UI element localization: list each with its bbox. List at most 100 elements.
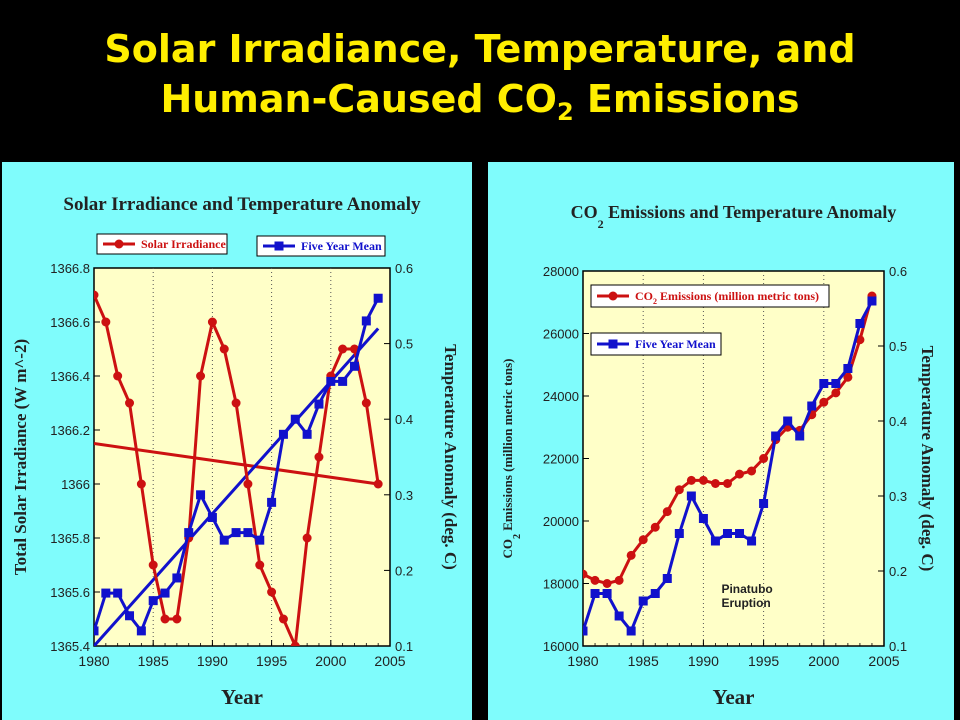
legend-marker-square: [274, 241, 284, 251]
y-right-tick-label: 0.6: [395, 261, 413, 276]
data-point-blue: [338, 376, 348, 386]
data-point-blue: [855, 319, 865, 328]
data-point-blue: [113, 588, 123, 598]
legend-marker-circle: [114, 239, 124, 249]
y-left-tick-label: 1366.2: [50, 423, 90, 438]
chart-title: Solar Irradiance and Temperature Anomaly: [63, 194, 421, 215]
slide-title-co2-subscript: 2: [556, 97, 574, 126]
data-point-blue: [843, 364, 853, 373]
data-point-blue: [231, 528, 241, 538]
data-point-blue: [94, 626, 99, 636]
x-tick-label-1995: 1995: [748, 653, 779, 669]
y-right-tick-label: 0.5: [889, 339, 907, 354]
y-left-axis-label-rest: Emissions (million metric tons): [500, 359, 515, 535]
legend-marker-circle: [608, 291, 618, 301]
data-point-blue: [243, 528, 253, 538]
legend-label: Solar Irradiance: [141, 237, 226, 251]
chart-title: CO2 Emissions and Temperature Anomaly: [571, 202, 897, 231]
data-point-blue: [184, 528, 194, 538]
data-point-red: [113, 371, 123, 381]
data-point-red: [710, 479, 720, 488]
slide-title-line-2: Human-Caused CO2 Emissions: [160, 74, 799, 137]
data-point-blue: [722, 529, 732, 538]
data-point-red: [338, 344, 348, 354]
y-right-tick-label: 0.6: [889, 264, 907, 279]
x-axis-label: Year: [221, 685, 263, 709]
data-point-blue: [314, 399, 324, 409]
legend-label: Five Year Mean: [301, 239, 382, 253]
data-point-red: [148, 560, 158, 570]
y-left-tick-label: 1366: [61, 477, 90, 492]
data-point-blue: [747, 536, 757, 546]
data-point-blue: [614, 611, 624, 621]
data-point-blue: [196, 490, 206, 500]
data-point-red: [626, 550, 636, 560]
y-left-tick-label: 1365.8: [50, 531, 90, 546]
data-point-red: [747, 466, 757, 476]
data-point-red: [94, 290, 99, 300]
data-point-blue: [361, 316, 371, 326]
chart-title-rest: Emissions and Temperature Anomaly: [604, 202, 897, 222]
data-point-blue: [349, 361, 359, 371]
data-point-blue: [759, 499, 769, 508]
y-left-tick-label: 24000: [543, 389, 579, 404]
chart-title-co2-subscript: 2: [598, 217, 604, 231]
y-right-tick-label: 0.2: [889, 564, 907, 579]
data-point-red: [302, 533, 312, 543]
y-left-axis-label-co2: CO: [500, 539, 515, 559]
x-tick-label-1985: 1985: [628, 653, 659, 669]
y-left-tick-label: 26000: [543, 327, 579, 342]
data-point-blue: [602, 589, 612, 598]
data-point-blue: [302, 429, 312, 439]
y-left-tick-label: 16000: [543, 639, 579, 654]
data-point-blue: [267, 497, 277, 507]
data-point-blue: [819, 379, 829, 388]
data-point-blue: [795, 431, 805, 441]
data-point-blue: [290, 414, 300, 424]
data-point-red: [125, 398, 135, 408]
y-left-tick-label: 22000: [543, 452, 579, 467]
legend-box: [256, 235, 386, 257]
data-point-red: [602, 579, 612, 588]
solar-irradiance-chart: Solar Irradiance and Temperature Anomaly…: [11, 194, 460, 709]
y-right-tick-label: 0.4: [395, 412, 413, 427]
data-point-red: [735, 469, 745, 479]
y-left-tick-label: 18000: [543, 577, 579, 592]
data-point-blue: [831, 379, 841, 388]
data-point-red: [638, 535, 648, 545]
y-right-tick-label: 0.5: [395, 337, 413, 352]
y-left-tick-label: 20000: [543, 514, 579, 529]
data-point-blue: [373, 293, 383, 303]
data-point-red: [290, 641, 300, 646]
x-tick-label-2000: 2000: [808, 653, 839, 669]
data-point-blue: [125, 611, 135, 621]
data-point-red: [219, 344, 229, 354]
legend-label: Five Year Mean: [635, 337, 716, 351]
data-point-blue: [101, 588, 111, 598]
data-point-blue: [278, 429, 288, 439]
y-right-tick-label: 0.4: [889, 414, 907, 429]
data-point-red: [101, 317, 111, 327]
annotation-pinatubo-line1: Pinatubo: [721, 582, 772, 596]
data-point-blue: [583, 626, 588, 636]
y-left-tick-label: 1366.4: [50, 369, 90, 384]
trend-line-red: [94, 442, 379, 486]
data-point-red: [172, 614, 182, 624]
y-right-tick-label: 0.1: [889, 639, 907, 654]
y-left-axis-label: CO2 Emissions (million metric tons): [500, 359, 523, 559]
data-point-blue: [771, 431, 781, 441]
legend-marker-square: [608, 339, 618, 349]
y-left-axis-label-co2-subscript: 2: [512, 534, 523, 539]
legend-box: [590, 284, 830, 308]
chart-title-co2: CO: [571, 202, 598, 222]
y-right-tick-label: 0.2: [395, 563, 413, 578]
data-point-red: [698, 475, 708, 485]
y-left-tick-label: 1365.4: [50, 639, 90, 654]
data-point-red: [843, 372, 853, 382]
data-point-blue: [735, 529, 745, 538]
data-point-blue: [807, 401, 817, 411]
y-right-axis-label: Temperature Anomaly (deg. C): [441, 344, 460, 570]
data-point-blue: [160, 588, 170, 598]
x-tick-label-1985: 1985: [138, 653, 169, 669]
legend-label: CO2 Emissions (million metric tons): [635, 289, 819, 306]
